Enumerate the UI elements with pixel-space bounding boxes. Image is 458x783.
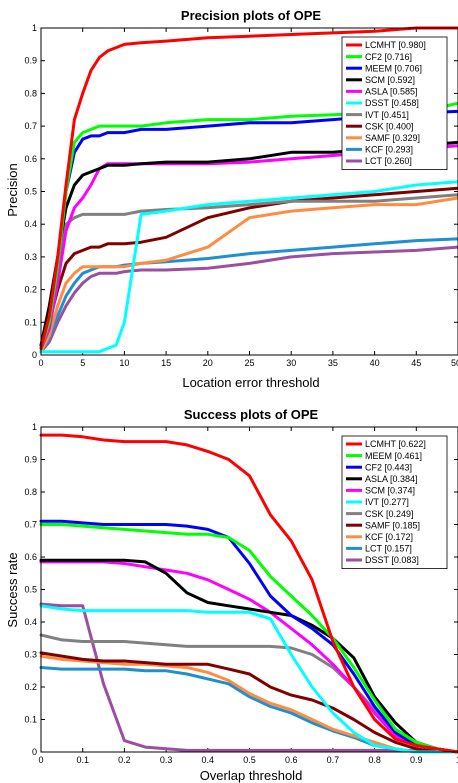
- success-plot-series: [39, 433, 458, 754]
- precision-legend-entry: LCT [0.260]: [365, 156, 412, 166]
- success-ytick-label: 0.2: [24, 682, 37, 692]
- success-xtick-label: 0.3: [160, 755, 173, 765]
- precision-plot-ticks: 0 5 10 15 20 25 30 35 40 45 50 0 0.1 0.2 0.3 0.4 0.5 0.6 0…: [24, 23, 458, 368]
- success-legend-entry: LCT [0.157]: [365, 544, 412, 554]
- success-xtick-label: 0.4: [202, 755, 215, 765]
- precision-legend-entry: SCM [0.592]: [365, 75, 415, 85]
- success-ytick-label: 0.6: [24, 552, 37, 562]
- success-plot: Success plots of OPE Overlap threshold S…: [5, 407, 458, 783]
- success-xtick-label: 0.9: [410, 755, 423, 765]
- precision-ytick-label: 0: [32, 350, 37, 360]
- precision-ytick-label: 0.9: [24, 56, 37, 66]
- success-legend-entry: ASLA [0.384]: [365, 474, 418, 484]
- precision-legend-entry: CSK [0.400]: [365, 121, 414, 131]
- precision-xtick-label: 15: [161, 358, 171, 368]
- precision-xtick-label: 10: [119, 358, 129, 368]
- precision-ytick-label: 0.6: [24, 154, 37, 164]
- success-legend-entry: CSK [0.249]: [365, 509, 414, 519]
- precision-xtick-label: 25: [244, 358, 254, 368]
- success-plot-axes-box: [40, 426, 458, 753]
- precision-ytick-label: 0.5: [24, 187, 37, 197]
- precision-legend-entry: LCMHT [0.980]: [365, 40, 426, 50]
- precision-ytick-label: 0.7: [24, 121, 37, 131]
- precision-ytick-label: 0.4: [24, 219, 37, 229]
- precision-ytick-label: 1: [32, 23, 37, 33]
- success-plot-ylabel: Success rate: [5, 552, 20, 627]
- precision-series-line: [39, 196, 458, 354]
- success-series-line: [39, 523, 458, 754]
- precision-series-line: [39, 245, 458, 354]
- success-xtick-label: 0.7: [327, 755, 340, 765]
- precision-ytick-label: 0.8: [24, 88, 37, 98]
- success-series-line: [39, 433, 458, 754]
- success-series-line: [39, 519, 458, 754]
- precision-series-line: [39, 144, 458, 350]
- precision-xtick-label: 45: [411, 358, 421, 368]
- success-legend-entry: MEEM [0.461]: [365, 451, 422, 461]
- precision-xtick-label: 40: [370, 358, 380, 368]
- success-plot-legend: LCMHT [0.622] MEEM [0.461]CF2 [0.443] ASLA…: [341, 435, 448, 570]
- precision-plot-axes-box: [40, 27, 458, 356]
- success-legend-entry: LCMHT [0.622]: [365, 439, 426, 449]
- precision-ytick-label: 0.1: [24, 317, 37, 327]
- success-series-line: [39, 604, 458, 754]
- success-ytick-label: 1: [32, 422, 37, 432]
- success-series-line: [39, 558, 458, 754]
- success-series-line: [39, 651, 458, 754]
- precision-legend-entry: ASLA [0.585]: [365, 87, 418, 97]
- success-ytick-label: 0.3: [24, 650, 37, 660]
- precision-legend-entry: CF2 [0.716]: [365, 52, 412, 62]
- success-xtick-label: 0.2: [118, 755, 131, 765]
- success-legend-entry: SAMF [0.185]: [365, 520, 420, 530]
- success-series-line: [39, 560, 458, 754]
- precision-legend-entry: DSST [0.458]: [365, 98, 419, 108]
- precision-legend-entry: KCF [0.293]: [365, 145, 413, 155]
- precision-plot-ylabel: Precision: [5, 163, 20, 216]
- precision-xtick-label: 20: [203, 358, 213, 368]
- success-xtick-label: 1: [456, 755, 458, 765]
- precision-series-line: [39, 140, 458, 347]
- success-ytick-label: 0.4: [24, 617, 37, 627]
- success-ytick-label: 0.1: [24, 715, 37, 725]
- success-legend-entry: SCM [0.374]: [365, 486, 415, 496]
- precision-xtick-label: 30: [286, 358, 296, 368]
- success-ytick-label: 0.8: [24, 487, 37, 497]
- success-legend-entry: IVT [0.277]: [365, 497, 409, 507]
- precision-plot-xlabel: Location error threshold: [182, 375, 319, 390]
- success-ytick-label: 0.9: [24, 455, 37, 465]
- success-xtick-label: 0.1: [76, 755, 89, 765]
- precision-ytick-label: 0.2: [24, 285, 37, 295]
- precision-xtick-label: 50: [451, 358, 458, 368]
- success-series-line: [39, 602, 458, 754]
- success-legend-entry: KCF [0.172]: [365, 532, 413, 542]
- success-plot-title: Success plots of OPE: [184, 407, 319, 422]
- precision-legend-entry: MEEM [0.706]: [365, 63, 422, 73]
- precision-series-line: [39, 26, 458, 350]
- precision-series-line: [39, 237, 458, 354]
- precision-plot: Precision plots of OPE Location error th…: [5, 8, 458, 390]
- success-legend-entry: DSST [0.083]: [365, 555, 419, 565]
- success-ytick-label: 0.5: [24, 585, 37, 595]
- precision-xtick-label: 35: [328, 358, 338, 368]
- precision-series-line: [39, 180, 458, 354]
- precision-legend-entry: SAMF [0.329]: [365, 133, 420, 143]
- success-legend-entry: CF2 [0.443]: [365, 462, 412, 472]
- success-xtick-label: 0: [38, 755, 43, 765]
- success-ytick-label: 0.7: [24, 520, 37, 530]
- success-ytick-label: 0: [32, 747, 37, 757]
- precision-plot-series: [39, 26, 458, 354]
- success-plot-xlabel: Overlap threshold: [200, 768, 303, 783]
- precision-legend-entry: IVT [0.451]: [365, 110, 409, 120]
- precision-plot-legend: LCMHT [0.980] CF2 [0.716]MEEM [0.706] SCM …: [341, 36, 448, 171]
- success-plot-ticks: 0 0.1 0.2 0.3 0.4 0.5 0.6 0.7 0.8 0.9 1 0 0.1 0.2 0.3 0…: [24, 422, 458, 765]
- precision-ytick-label: 0.3: [24, 252, 37, 262]
- precision-xtick-label: 5: [80, 358, 85, 368]
- precision-xtick-label: 0: [38, 358, 43, 368]
- precision-plot-title: Precision plots of OPE: [181, 8, 321, 23]
- precision-series-line: [39, 186, 458, 347]
- success-xtick-label: 0.8: [368, 755, 381, 765]
- success-xtick-label: 0.5: [243, 755, 256, 765]
- success-xtick-label: 0.6: [285, 755, 298, 765]
